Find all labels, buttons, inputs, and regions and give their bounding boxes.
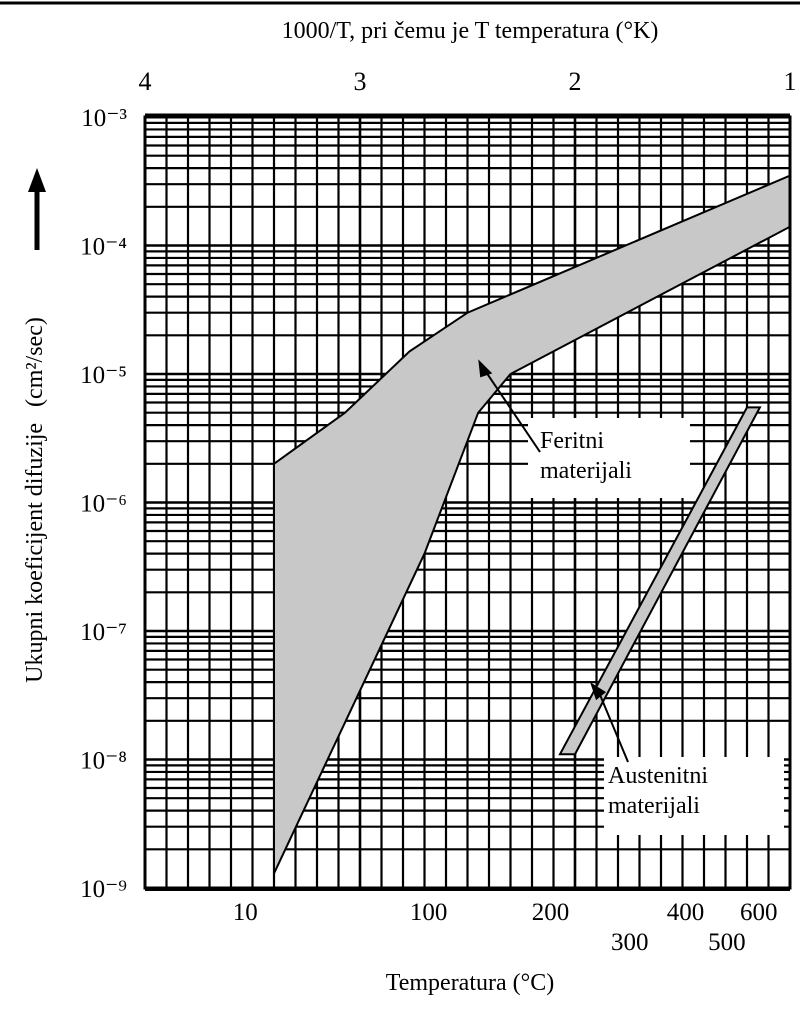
y-tick-label: 10⁻⁶: [80, 491, 127, 518]
x-axis-label: Temperatura (°C): [386, 970, 555, 996]
y-axis-label: Ukupni koeficijent difuzije (cm²/sec): [22, 317, 48, 683]
y-axis-label-unit: (cm²/sec): [22, 317, 48, 407]
label-box-austenitic: [604, 757, 784, 835]
y-axis-label-main: Ukupni koeficijent difuzije: [22, 423, 48, 683]
top-axis-label: 1000/T, pri čemu je T temperatura (°K): [282, 18, 659, 44]
x-tick-label: 400: [667, 899, 705, 926]
y-tick-label: 10⁻⁴: [80, 234, 127, 261]
label-ferritic: materijali: [540, 458, 632, 484]
top-tick-label: 3: [354, 67, 367, 96]
x-tick-label: 200: [532, 899, 570, 926]
x-tick-label: 10: [233, 899, 258, 926]
y-tick-label: 10⁻⁸: [80, 748, 127, 775]
label-austenitic: Austenitni: [608, 763, 708, 789]
x-tick-label: 300: [611, 929, 649, 956]
series-band: [558, 406, 762, 756]
plot-frame: [143, 113, 792, 891]
y-tick-label: 10⁻⁷: [80, 619, 127, 646]
arrow-line-austenitic: [597, 689, 629, 763]
arrowhead-ferritic: [478, 359, 493, 378]
top-tick-label: 4: [139, 67, 152, 96]
y-tick-label: 10⁻⁵: [80, 362, 127, 389]
y-tick-label: 10⁻⁹: [80, 876, 127, 903]
arrow-line-ferritic: [483, 368, 541, 453]
x-tick-label: 100: [410, 899, 448, 926]
top-tick-label: 2: [569, 67, 582, 96]
annotations: Feritni materijali Austenitni materijali: [478, 359, 784, 835]
label-ferritic: Feritni: [540, 428, 604, 454]
x-tick-label: 500: [708, 929, 746, 956]
up-arrow-icon: [28, 168, 46, 250]
label-box-ferritic: [528, 418, 690, 498]
x-tick-label: 600: [740, 899, 778, 926]
label-austenitic: materijali: [608, 793, 700, 819]
top-tick-label: 1: [784, 67, 797, 96]
y-tick-label: 10⁻³: [81, 105, 127, 132]
arrowhead-austenitic: [590, 682, 607, 701]
